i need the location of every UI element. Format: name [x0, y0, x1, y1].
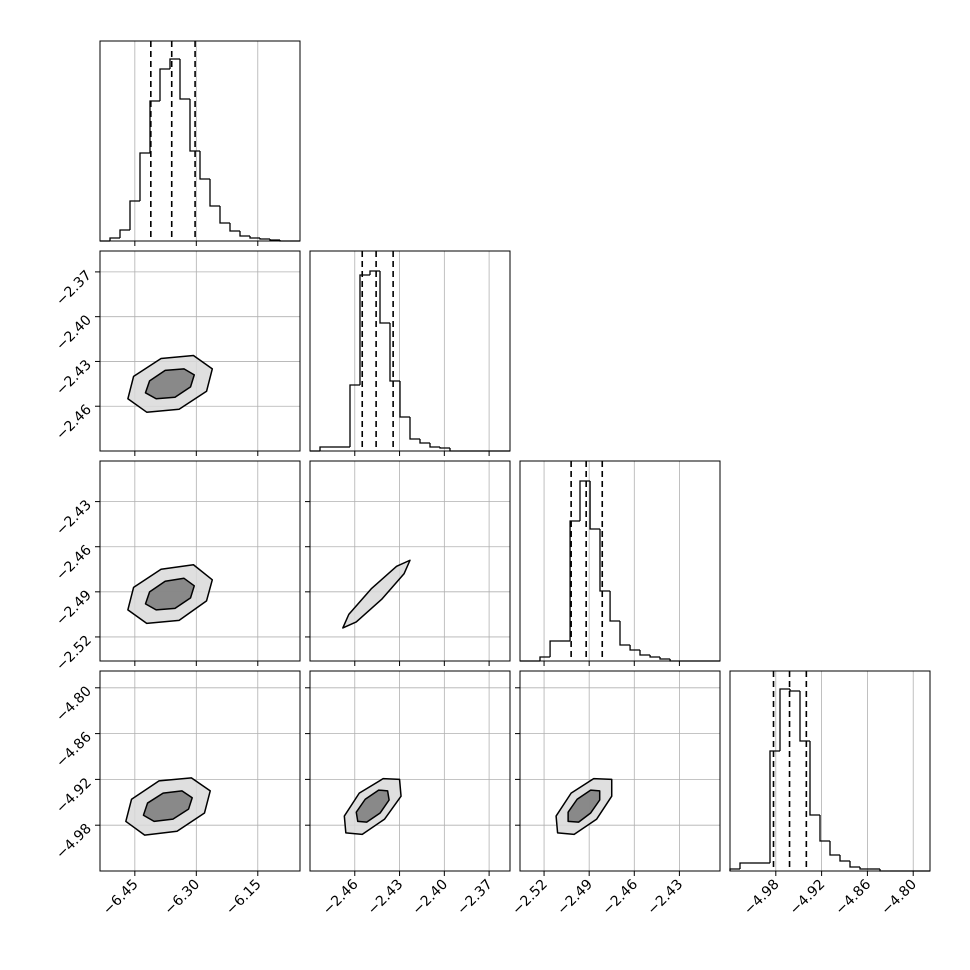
panel-frame: [99, 40, 301, 242]
y-tick-label: −2.46: [53, 402, 95, 444]
histogram-bin: [599, 529, 611, 592]
panel-frame: [309, 460, 511, 662]
histogram-bin: [359, 274, 370, 385]
histogram-bin: [849, 861, 860, 868]
histogram-bin: [419, 439, 430, 444]
histogram-bin: [639, 650, 651, 656]
y-tick-label: −2.37: [53, 267, 95, 309]
x-tick-label: −2.49: [554, 877, 596, 919]
x-tick-label: −2.52: [509, 877, 551, 919]
x-tick-label: −4.92: [787, 877, 829, 919]
y-tick-label: −2.52: [53, 632, 95, 674]
histogram-bin: [549, 640, 560, 657]
histogram-bin: [389, 323, 400, 382]
histogram-bin: [379, 271, 390, 324]
histogram-bin: [349, 384, 360, 447]
histogram-bin: [429, 443, 440, 448]
histogram-bin: [589, 481, 600, 530]
contour: [355, 789, 390, 823]
panel-frame: [519, 670, 721, 872]
histogram-bin: [249, 236, 260, 239]
histogram-bin: [119, 229, 130, 238]
panel-frame: [99, 460, 301, 662]
y-tick-label: −4.98: [53, 821, 95, 863]
histogram-bin: [319, 446, 330, 451]
histogram-bin: [579, 480, 591, 521]
x-tick-label: −4.80: [878, 877, 920, 919]
histogram-bin: [189, 99, 200, 152]
histogram-bin: [159, 68, 170, 101]
x-tick-label: −4.98: [741, 877, 783, 919]
y-tick-label: −4.92: [53, 775, 95, 817]
x-tick-label: −6.30: [161, 877, 203, 919]
panel-frame: [729, 670, 931, 872]
panel-frame: [99, 670, 301, 872]
histogram-bin: [409, 417, 420, 440]
histogram-bin: [739, 862, 750, 869]
histogram-bin: [769, 750, 780, 863]
x-tick-label: −4.86: [833, 876, 875, 918]
histogram-bin: [269, 239, 280, 241]
x-tick-label: −2.46: [320, 876, 362, 918]
histogram-bin: [229, 223, 240, 232]
panel-frame: [309, 670, 511, 872]
histogram-bin: [569, 520, 580, 641]
x-tick-label: −6.15: [223, 877, 265, 919]
histogram-bin: [399, 381, 410, 418]
y-tick-label: −4.86: [53, 729, 95, 771]
x-tick-label: −2.37: [454, 877, 496, 919]
histogram-bin: [819, 815, 830, 842]
contour: [567, 789, 601, 823]
histogram-bin: [809, 741, 820, 816]
histogram-bin: [829, 841, 840, 856]
x-tick-label: −2.43: [645, 877, 687, 919]
histogram-bin: [619, 621, 631, 646]
histogram-bin: [649, 655, 660, 658]
histogram-bin: [149, 100, 160, 153]
histogram-bin: [199, 151, 210, 180]
histogram-bin: [629, 645, 640, 651]
histogram-bin: [259, 238, 270, 240]
x-tick-label: −6.45: [100, 877, 142, 919]
contour: [142, 790, 193, 823]
histogram-bin: [609, 591, 620, 622]
histogram-bin: [219, 206, 230, 224]
histogram-bin: [369, 270, 380, 275]
histogram-bin: [839, 855, 850, 862]
x-tick-label: −2.46: [599, 876, 641, 918]
histogram-bin: [539, 656, 551, 661]
histogram-bin: [139, 152, 150, 201]
histogram-bin: [109, 237, 120, 241]
y-tick-label: −2.46: [53, 542, 95, 584]
panel-frame: [99, 250, 301, 452]
y-tick-label: −4.80: [53, 683, 95, 725]
histogram-bin: [659, 657, 671, 660]
contour: [144, 577, 196, 611]
histogram-bin: [129, 200, 140, 230]
y-tick-label: −2.49: [53, 587, 95, 629]
histogram-bin: [239, 231, 250, 237]
histogram-bin: [209, 179, 220, 207]
y-tick-label: −2.43: [53, 357, 95, 399]
contour: [342, 559, 411, 629]
histogram-bin: [859, 867, 870, 870]
panel-frame: [309, 250, 511, 452]
y-tick-label: −2.43: [53, 497, 95, 539]
histogram-bin: [779, 688, 790, 751]
x-tick-label: −2.40: [410, 877, 452, 919]
histogram-bin: [169, 58, 180, 69]
contour: [144, 368, 196, 400]
panel-frame: [519, 460, 721, 662]
histogram-bin: [179, 59, 190, 100]
histogram-bin: [789, 689, 800, 692]
histogram-bin: [799, 691, 810, 742]
y-tick-label: −2.40: [53, 312, 95, 354]
x-tick-label: −2.43: [365, 877, 407, 919]
histogram-bin: [439, 447, 450, 449]
